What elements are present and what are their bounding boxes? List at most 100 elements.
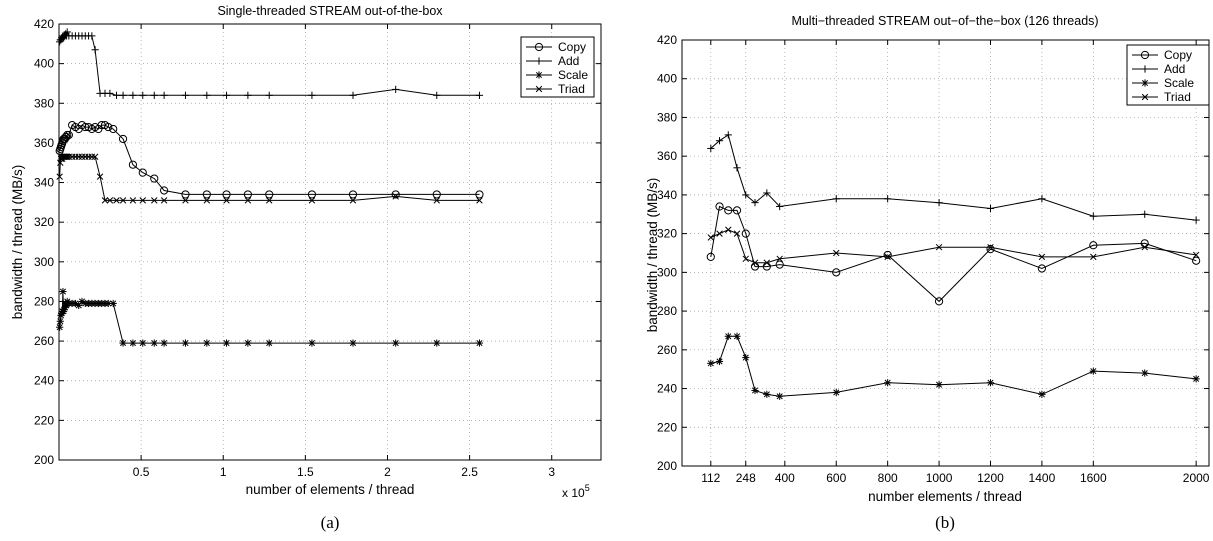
chart-b-point-triad <box>776 255 783 263</box>
chart-b-point-copy <box>832 268 841 277</box>
chart-a-legend-marker-scale <box>535 71 543 79</box>
chart-b-series-line-triad <box>710 229 1197 264</box>
chart-a-plot-area <box>58 23 602 461</box>
chart-b-legend-label-copy: Copy <box>1164 48 1192 62</box>
chart-a-y-tick-label: 400 <box>34 57 54 71</box>
chart-b-caption: (b) <box>935 513 955 532</box>
chart-b-point-scale <box>832 388 840 397</box>
chart-b-point-triad <box>833 249 840 257</box>
chart-b-point-scale <box>884 379 892 387</box>
chart-panel-a: Single-threaded STREAM out-of-the-box 20… <box>10 4 602 532</box>
chart-a-point-triad <box>96 173 104 180</box>
chart-a-y-tick-label: 240 <box>34 374 54 388</box>
chart-b-point-add <box>1089 212 1097 220</box>
chart-b-x-tick-label: 1600 <box>1080 471 1107 485</box>
chart-a-point-triad <box>63 153 71 161</box>
chart-b-point-copy <box>732 206 742 215</box>
chart-a-point-copy <box>109 124 118 134</box>
chart-a-point-add <box>160 91 168 99</box>
chart-b-x-tick-label: 2000 <box>1183 471 1210 485</box>
chart-a-x-tick-label: 0.5 <box>133 465 150 479</box>
chart-a-y-tick-label: 220 <box>34 413 54 427</box>
chart-b-x-tick-label: 112 <box>701 471 720 485</box>
chart-b-y-tick-label: 220 <box>657 420 677 434</box>
chart-b-point-add <box>884 195 892 203</box>
chart-b-title: Multi−threaded STREAM out−of−the−box (12… <box>791 14 1098 28</box>
chart-b-point-add <box>986 204 995 213</box>
chart-b-point-add <box>742 191 750 199</box>
chart-a-point-scale <box>109 299 117 308</box>
chart-b-point-scale <box>724 332 732 340</box>
chart-b-point-triad <box>716 230 723 237</box>
chart-b-series <box>706 131 1201 400</box>
chart-a-point-triad <box>349 197 357 204</box>
chart-a-point-add <box>265 91 273 99</box>
chart-b-legend-marker-copy <box>1140 50 1150 60</box>
chart-b-point-add <box>1038 195 1046 203</box>
chart-b-point-add <box>751 199 759 207</box>
chart-b-point-copy <box>934 297 944 306</box>
chart-a-point-copy <box>265 190 274 199</box>
chart-b-point-copy <box>724 206 733 215</box>
chart-a-point-triad <box>160 197 168 204</box>
chart-b-point-copy <box>986 245 995 254</box>
chart-a-point-scale <box>104 299 112 308</box>
chart-a-series-line-add <box>59 30 480 96</box>
chart-b-y-tick-label: 200 <box>657 459 677 473</box>
chart-a-point-add <box>433 91 441 99</box>
chart-a-point-scale <box>139 339 147 347</box>
chart-b-point-triad <box>707 234 715 241</box>
chart-b-y-tick-label: 360 <box>657 149 677 163</box>
chart-a-point-scale <box>244 339 252 347</box>
chart-a-y-tick-label: 200 <box>34 453 54 467</box>
chart-a-series-line-triad <box>59 155 480 201</box>
chart-b-x-tick-label: 800 <box>878 471 898 485</box>
chart-a-legend-label-triad: Triad <box>558 82 585 96</box>
chart-a-y-tick-label: 380 <box>34 96 54 110</box>
chart-b-y-tick-label: 240 <box>657 382 677 396</box>
chart-b-point-copy <box>715 202 724 211</box>
chart-a-point-triad <box>476 197 483 204</box>
chart-a-point-copy <box>222 190 231 199</box>
chart-b-ticks: 200 220 240 260 280 300 320 340 360 380 400 420 112 2… <box>657 33 1210 485</box>
chart-a-grid <box>59 24 601 460</box>
chart-a-point-scale <box>265 339 273 347</box>
chart-a-point-add <box>63 28 71 36</box>
chart-b-point-copy <box>1192 256 1201 265</box>
chart-b-point-scale <box>1038 390 1046 398</box>
chart-a-y-axis-label: bandwidth / thread (MB/s) <box>10 165 25 320</box>
chart-b-point-triad <box>1038 253 1046 261</box>
chart-b-point-triad <box>742 255 749 263</box>
chart-a-legend-marker-add <box>535 57 543 65</box>
chart-a-point-triad <box>433 197 440 204</box>
chart-b-point-copy <box>775 260 784 269</box>
chart-a-point-triad <box>244 197 252 204</box>
chart-a-title: Single-threaded STREAM out-of-the-box <box>217 4 443 18</box>
chart-a-x-tick-label: 1.5 <box>297 465 314 479</box>
chart-a-y-tick-label: 260 <box>34 334 54 348</box>
chart-a-point-copy <box>150 174 159 183</box>
chart-b-point-triad <box>751 259 759 266</box>
chart-b-point-scale <box>742 353 750 362</box>
chart-b-y-axis-label: bandwidth / thread (MB/s) <box>645 178 660 333</box>
chart-b-x-tick-label: 248 <box>736 471 756 485</box>
chart-b-point-scale <box>1192 375 1200 383</box>
chart-a-point-triad <box>223 197 230 204</box>
chart-b-point-add <box>763 189 771 197</box>
chart-a-point-triad <box>308 197 316 204</box>
chart-a-point-triad <box>203 197 211 204</box>
chart-b-legend-label-triad: Triad <box>1164 90 1191 104</box>
chart-a-point-triad <box>151 197 158 204</box>
chart-b-x-tick-label: 1400 <box>1029 471 1056 485</box>
chart-b-series-line-copy <box>710 205 1197 303</box>
chart-a-point-scale <box>160 339 168 347</box>
chart-a-point-copy <box>432 190 441 199</box>
chart-a-point-copy <box>128 160 138 169</box>
chart-a-point-triad <box>63 153 70 161</box>
chart-b-point-triad <box>1090 253 1097 261</box>
chart-a-point-triad <box>91 153 99 161</box>
chart-b-point-add <box>707 144 715 153</box>
chart-b-y-tick-label: 420 <box>657 33 677 47</box>
chart-a-point-add <box>475 91 484 99</box>
